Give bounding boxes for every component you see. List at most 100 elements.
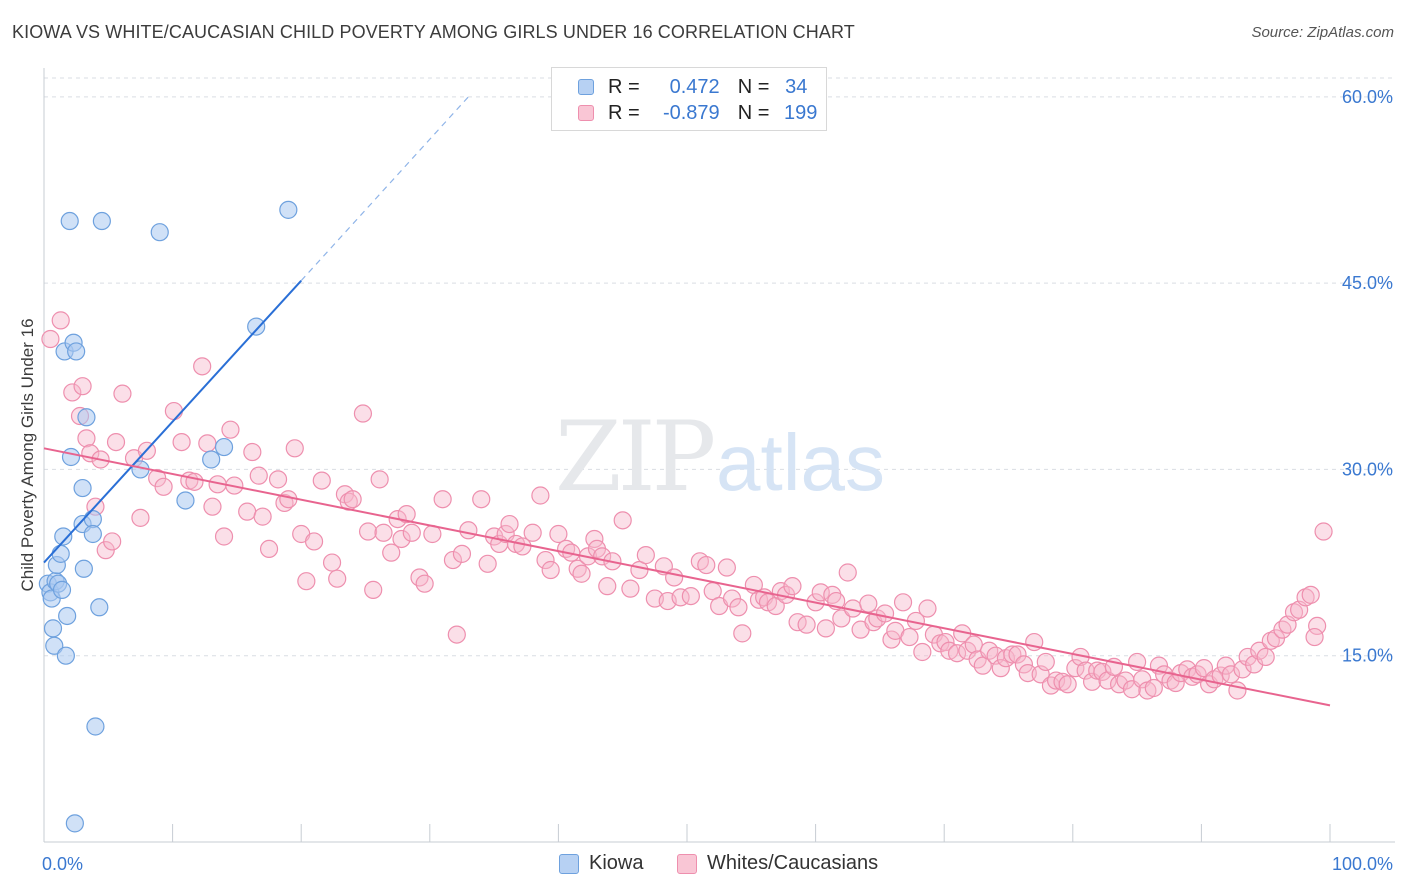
whites-point [238, 502, 257, 521]
kiowa-points [38, 200, 298, 833]
kiowa-point [83, 524, 102, 544]
legend-r-value: 0.472 [669, 75, 720, 98]
y-axis-label: Child Poverty Among Girls Under 16 [18, 318, 37, 591]
whites-point [1273, 620, 1292, 639]
whites-point [598, 577, 617, 596]
whites-point [665, 568, 684, 587]
legend-row-kiowa: R = 0.472 N = 34 [578, 75, 807, 99]
x-tick-label: 100.0% [1332, 854, 1393, 874]
whites-point [370, 470, 389, 489]
kiowa-trend-extension [300, 96, 469, 282]
whites-point [1238, 647, 1257, 667]
whites-point [172, 432, 191, 452]
whites-point [783, 577, 802, 596]
whites-point [459, 521, 478, 540]
kiowa-point [73, 478, 92, 498]
legend-n-label: N = [737, 75, 770, 98]
kiowa-swatch [578, 79, 594, 95]
whites-point [382, 543, 401, 562]
whites-point [832, 609, 851, 628]
whites-point [41, 329, 60, 349]
whites-point [343, 490, 362, 509]
whites-point [392, 529, 411, 549]
whites-point [185, 472, 204, 491]
kiowa-point [60, 211, 79, 231]
whites-point [1144, 678, 1163, 698]
y-tick-labels: 15.0% 30.0% 45.0% 60.0% [1342, 87, 1393, 666]
whites-point [991, 659, 1010, 678]
whites-point [797, 615, 816, 634]
whites-point [500, 514, 519, 534]
kiowa-point [45, 636, 64, 655]
y-tick-label: 45.0% [1342, 273, 1393, 293]
whites-point [875, 604, 895, 623]
whites-point [636, 546, 655, 565]
whites-point [1003, 645, 1022, 664]
y-tick-label: 30.0% [1342, 459, 1393, 479]
kiowa-point [67, 342, 86, 361]
whites-point [164, 401, 183, 421]
kiowa-point [90, 598, 109, 617]
whites-point [523, 523, 542, 542]
kiowa-point [247, 317, 266, 336]
whites-point [838, 563, 857, 582]
whites-point [478, 554, 497, 573]
whites-point [816, 619, 835, 638]
kiowa-point [51, 544, 70, 563]
whites-point [859, 594, 878, 613]
kiowa-point [65, 814, 84, 833]
whites-point [964, 635, 983, 654]
whites-point [1046, 671, 1066, 690]
whites-trend-line [43, 447, 1331, 707]
legend-row-whites: R = -0.879 N = 199 [578, 101, 817, 125]
kiowa-point [54, 527, 73, 546]
whites-point [549, 524, 568, 544]
kiowa-point [52, 580, 72, 599]
whites-point [259, 539, 279, 559]
legend-item-kiowa[interactable]: Kiowa [559, 852, 643, 875]
whites-point [106, 432, 126, 452]
y-tick-label: 60.0% [1342, 87, 1393, 107]
whites-point [681, 586, 700, 606]
whites-point [1314, 522, 1333, 541]
whites-point [221, 420, 240, 439]
whites-point [1058, 675, 1077, 694]
x-tick-labels: 0.0% 100.0% [42, 854, 1393, 874]
whites-point [472, 490, 491, 509]
source-label: Source: ZipAtlas.com [1251, 24, 1394, 41]
watermark-zip: ZIP [555, 401, 714, 513]
whites-point [733, 624, 752, 643]
legend-n-value: 34 [785, 75, 808, 98]
legend-n-label: N = [737, 101, 770, 124]
kiowa-point [150, 223, 169, 242]
whites-swatch [578, 105, 594, 121]
whites-point [1228, 681, 1247, 700]
kiowa-point [279, 200, 298, 219]
axes [43, 68, 1395, 843]
whites-point [882, 630, 901, 649]
watermark: ZIP atlas [555, 401, 885, 513]
whites-point [415, 574, 434, 593]
whites-point [268, 470, 288, 489]
kiowa-point [74, 559, 93, 578]
whites-point [253, 507, 272, 526]
legend-r-label: R = [608, 75, 640, 98]
whites-point [328, 569, 347, 588]
whites-point [297, 572, 316, 591]
whites-point [249, 466, 268, 485]
whites-point [1305, 627, 1324, 647]
kiowa-trend-line [43, 279, 302, 564]
whites-point [1093, 662, 1112, 681]
whites-point [113, 384, 132, 403]
whites-point [536, 550, 555, 570]
whites-point [900, 627, 919, 647]
legend-item-whites[interactable]: Whites/Caucasians [677, 852, 878, 875]
whites-point [364, 580, 383, 599]
whites-point [918, 599, 937, 618]
whites-point [312, 471, 331, 490]
whites-point [729, 598, 748, 617]
whites-caucasians-points [41, 311, 1333, 700]
whites-point [193, 357, 212, 376]
whites-point [374, 523, 393, 542]
